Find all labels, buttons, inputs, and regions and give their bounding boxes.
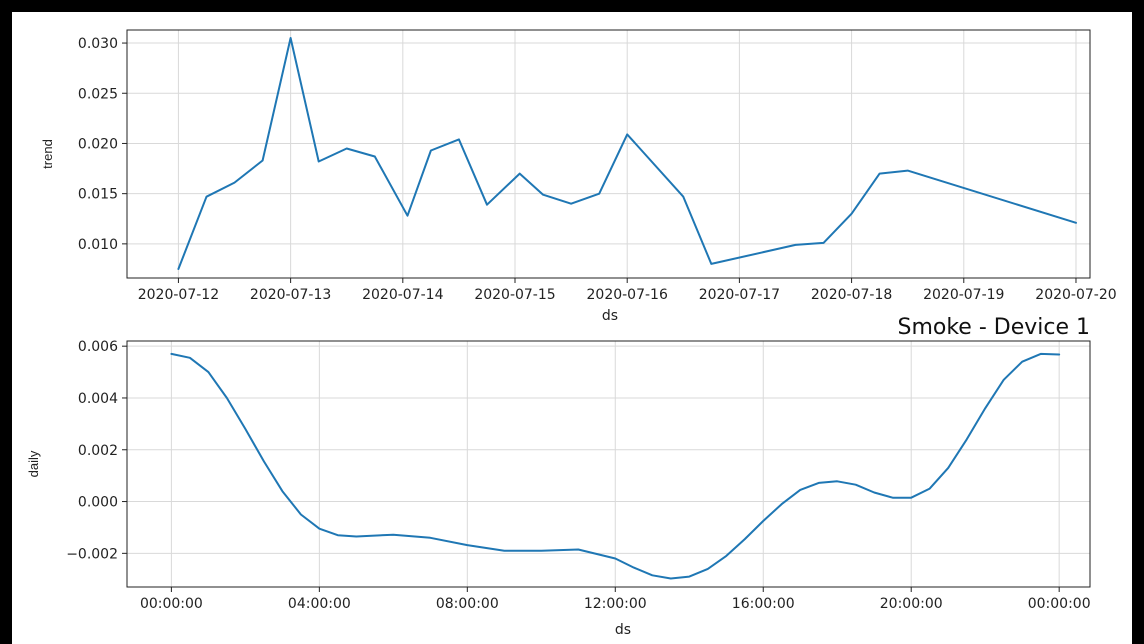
daily-panel: Smoke - Device 1 00:00:00 04:00:00 08:00:0…	[26, 315, 1091, 638]
daily-title: Smoke - Device 1	[898, 315, 1091, 340]
x-tick-label: 2020-07-16	[587, 287, 668, 303]
trend-axes-frame	[126, 29, 1091, 279]
x-tick-label: 2020-07-18	[811, 287, 892, 303]
daily-axes-frame	[126, 340, 1091, 588]
x-tick-label: 12:00:00	[584, 596, 647, 612]
x-tick-label: 00:00:00	[140, 596, 203, 612]
daily-ticks: 00:00:00 04:00:00 08:00:00 12:00:00 16:00:00…	[66, 339, 1090, 612]
x-tick-label: 2020-07-15	[474, 287, 555, 303]
x-tick-label: 04:00:00	[288, 596, 351, 612]
figure-svg: 2020-07-12 2020-07-13 2020-07-14 2020-07-15…	[26, 29, 1117, 638]
figure-frame: 2020-07-12 2020-07-13 2020-07-14 2020-07-15…	[12, 12, 1132, 644]
trend-panel: 2020-07-12 2020-07-13 2020-07-14 2020-07-15…	[40, 29, 1117, 324]
x-tick-label: 08:00:00	[436, 596, 499, 612]
daily-xlabel: ds	[615, 622, 631, 638]
trend-ylabel: trend	[40, 139, 55, 169]
trend-series-line	[177, 37, 1077, 270]
x-tick-label: 2020-07-19	[923, 287, 1004, 303]
x-tick-label: 2020-07-14	[362, 287, 443, 303]
y-tick-label: 0.006	[78, 339, 118, 355]
y-tick-label: 0.002	[78, 443, 118, 459]
x-tick-label: 16:00:00	[732, 596, 795, 612]
daily-grid	[127, 341, 1090, 587]
y-tick-label: 0.020	[78, 136, 118, 152]
y-tick-label: 0.000	[78, 495, 118, 511]
y-tick-label: 0.025	[78, 86, 118, 102]
trend-xlabel: ds	[602, 308, 618, 324]
x-tick-label: 2020-07-20	[1035, 287, 1116, 303]
x-tick-label: 20:00:00	[880, 596, 943, 612]
x-tick-label: 2020-07-17	[699, 287, 780, 303]
y-tick-label: 0.015	[78, 187, 118, 203]
trend-ticks: 2020-07-12 2020-07-13 2020-07-14 2020-07-15…	[78, 36, 1117, 303]
x-tick-label: 2020-07-13	[250, 287, 331, 303]
y-tick-label: 0.004	[78, 391, 118, 407]
x-tick-label: 00:00:00	[1028, 596, 1091, 612]
y-tick-label: 0.030	[78, 36, 118, 52]
y-tick-label: −0.002	[66, 546, 118, 562]
trend-grid	[127, 30, 1090, 278]
x-tick-label: 2020-07-12	[138, 287, 219, 303]
y-tick-label: 0.010	[78, 237, 118, 253]
daily-ylabel: daily	[26, 450, 41, 477]
daily-series-line	[170, 352, 1061, 580]
